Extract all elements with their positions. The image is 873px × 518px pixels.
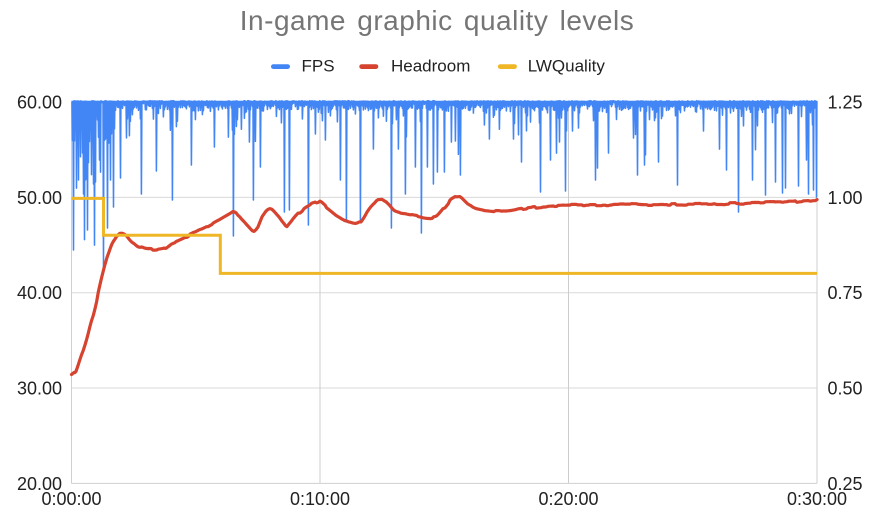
svg-text:0:30:00: 0:30:00 (787, 489, 847, 509)
svg-text:In-game graphic quality levels: In-game graphic quality levels (240, 5, 634, 36)
svg-text:0:10:00: 0:10:00 (290, 489, 350, 509)
svg-text:0.50: 0.50 (828, 379, 863, 399)
svg-text:0:20:00: 0:20:00 (538, 489, 598, 509)
svg-text:40.00: 40.00 (17, 283, 62, 303)
svg-text:LWQuality: LWQuality (528, 56, 606, 75)
svg-text:0.25: 0.25 (828, 474, 863, 494)
svg-text:60.00: 60.00 (17, 93, 62, 113)
svg-text:20.00: 20.00 (17, 474, 62, 494)
svg-text:0:00:00: 0:00:00 (41, 489, 101, 509)
svg-text:30.00: 30.00 (17, 379, 62, 399)
svg-text:1.00: 1.00 (828, 188, 863, 208)
svg-text:1.25: 1.25 (828, 93, 863, 113)
svg-text:0.75: 0.75 (828, 283, 863, 303)
svg-text:Headroom: Headroom (391, 56, 470, 75)
svg-text:FPS: FPS (302, 56, 335, 75)
svg-text:50.00: 50.00 (17, 188, 62, 208)
